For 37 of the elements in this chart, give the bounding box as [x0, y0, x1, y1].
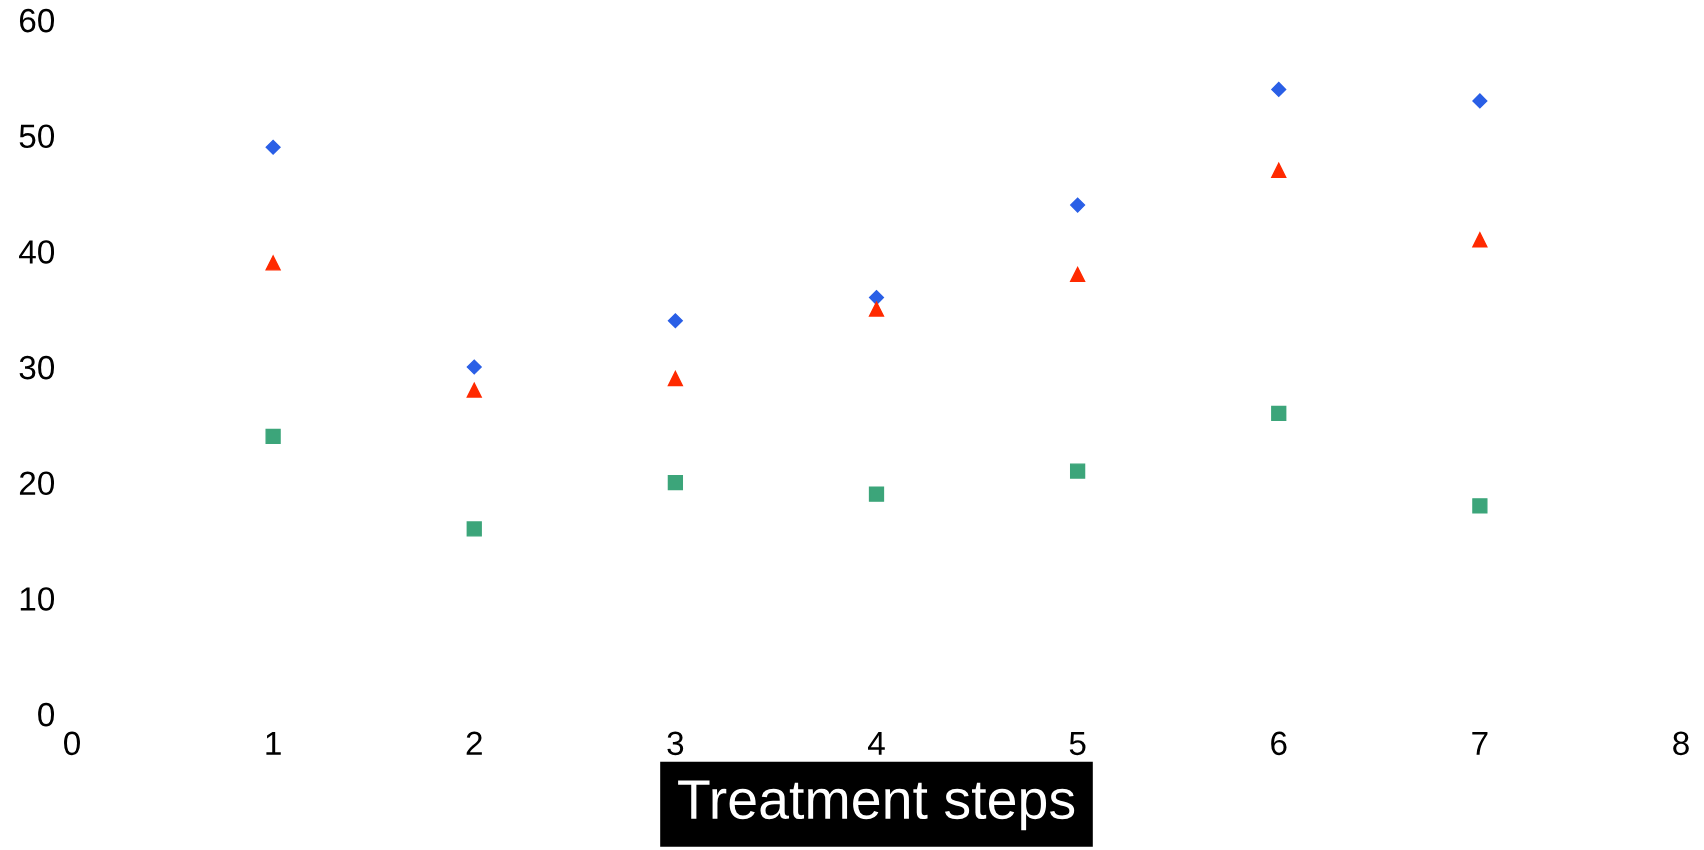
point — [466, 382, 482, 398]
point — [868, 301, 885, 317]
point — [1070, 197, 1086, 213]
y-tick-label: 10 — [20, 587, 55, 611]
point — [265, 428, 281, 445]
point — [1472, 232, 1488, 248]
x-tick-label: 1 — [266, 731, 281, 755]
x-tick-label: 2 — [466, 731, 482, 755]
x-tick-label: 3 — [667, 731, 684, 756]
point — [667, 475, 684, 491]
y-tick-label: 60 — [19, 8, 55, 33]
point — [466, 359, 482, 375]
x-tick-label: 5 — [1069, 731, 1086, 756]
y-tick-label: 50 — [19, 124, 55, 149]
point — [1472, 498, 1488, 514]
point — [667, 313, 683, 329]
y-tick-label: 20 — [19, 471, 55, 496]
point — [466, 521, 482, 537]
x-tick-label: 6 — [1271, 731, 1287, 756]
point — [265, 255, 281, 271]
x-tick-label: 0 — [64, 731, 80, 756]
x-tick-label: 4 — [868, 731, 885, 755]
point — [1271, 162, 1287, 179]
point — [1069, 266, 1086, 283]
point — [868, 486, 885, 502]
x-axis-title: Treatment steps — [678, 780, 1075, 831]
point — [1472, 93, 1488, 109]
point — [1271, 81, 1287, 97]
point — [1271, 405, 1287, 421]
point — [265, 139, 281, 155]
y-tick-label: 0 — [38, 702, 55, 727]
point — [667, 370, 684, 387]
point — [1069, 463, 1086, 479]
y-tick-label: 40 — [19, 240, 55, 264]
x-tick-label: 7 — [1472, 731, 1488, 755]
y-tick-label: 30 — [19, 355, 55, 380]
x-tick-label: 8 — [1673, 731, 1689, 756]
